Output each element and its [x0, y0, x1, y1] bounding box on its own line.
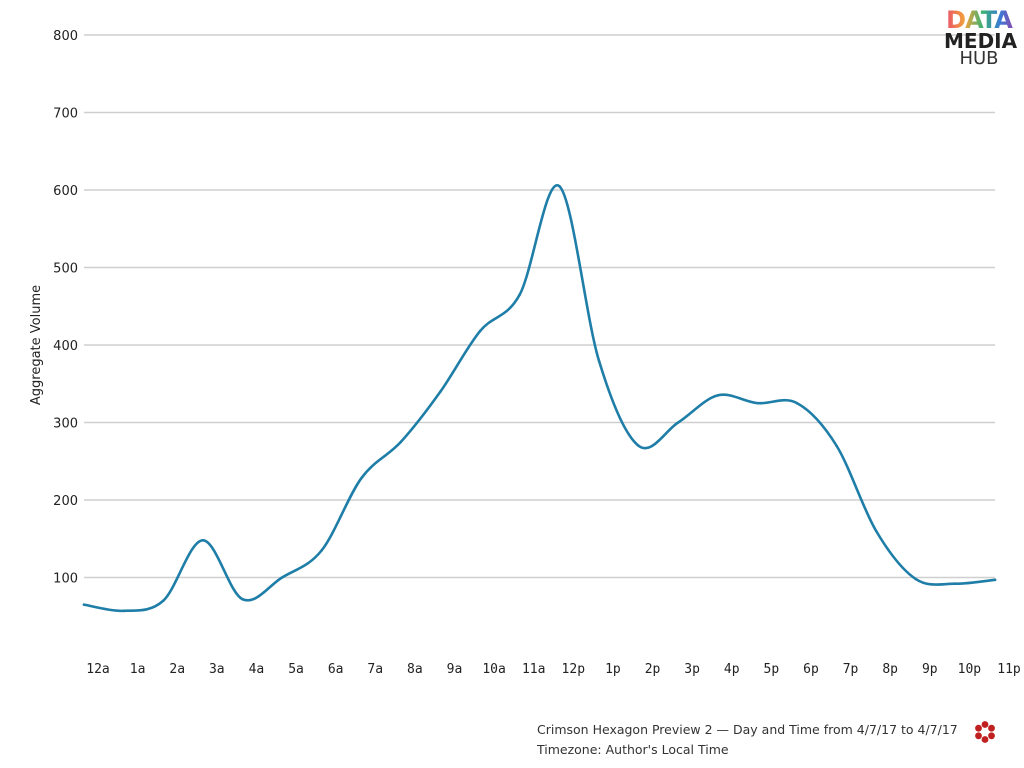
data-point-3p — [676, 421, 680, 424]
data-point-4a — [241, 597, 244, 601]
x-tick-label-8a: 8a — [407, 662, 423, 677]
data-point-10p — [954, 582, 957, 585]
y-tick-label-200: 200 — [53, 494, 78, 509]
x-tick-label-4p: 4p — [724, 662, 740, 677]
x-tick-label-6a: 6a — [328, 662, 344, 677]
y-tick-label-700: 700 — [53, 107, 78, 122]
y-axis-ticks: 100 200 300 400 500 600 700 800 — [53, 29, 78, 587]
chart-footer: Crimson Hexagon Preview 2 — Day and Time… — [537, 720, 995, 760]
data-point-6a — [320, 549, 323, 552]
x-tick-label-4a: 4a — [249, 662, 265, 677]
crimson-hexagon-flower-icon — [975, 721, 995, 743]
data-point-7a — [359, 477, 363, 480]
x-tick-label-1a: 1a — [130, 662, 146, 677]
y-tick-label-300: 300 — [53, 417, 78, 432]
data-point-5a — [280, 576, 284, 579]
x-tick-label-12a: 12a — [86, 662, 109, 677]
x-tick-label-9a: 9a — [447, 662, 463, 677]
series-lines — [82, 184, 997, 613]
x-tick-label-2a: 2a — [169, 662, 185, 677]
x-tick-label-8p: 8p — [882, 662, 898, 677]
x-tick-label-9p: 9p — [922, 662, 938, 677]
x-tick-label-6p: 6p — [803, 662, 819, 677]
y-axis-label: Aggregate Volume — [29, 285, 44, 405]
logo-hub-text: HUB — [959, 48, 999, 69]
data-point-12p — [558, 184, 561, 188]
data-point-10a — [478, 329, 482, 333]
data-point-11a — [518, 293, 521, 296]
logo-media-text: MEDIA — [944, 29, 1018, 53]
data-point-12a — [82, 603, 86, 606]
x-tick-label-7a: 7a — [367, 662, 383, 677]
x-tick-label-3p: 3p — [684, 662, 700, 677]
y-tick-label-500: 500 — [53, 262, 78, 277]
y-tick-label-800: 800 — [53, 29, 78, 44]
y-tick-label-400: 400 — [53, 339, 78, 354]
data-point-2a — [161, 599, 165, 603]
logo-data-text: DATA — [944, 8, 1014, 32]
data-point-1a — [122, 609, 125, 613]
y-tick-label-100: 100 — [53, 572, 78, 587]
x-tick-label-12p: 12p — [562, 662, 586, 677]
data-point-9p — [914, 577, 918, 581]
x-tick-label-5p: 5p — [764, 662, 780, 677]
data-point-8a — [399, 440, 403, 444]
x-tick-label-5a: 5a — [288, 662, 304, 677]
data-point-6p — [795, 401, 799, 405]
data-point-7p — [835, 444, 838, 448]
data-point-1p — [597, 359, 601, 362]
x-tick-label-1p: 1p — [605, 662, 621, 677]
x-tick-label-11a: 11a — [522, 662, 545, 677]
data-point-2p — [637, 444, 640, 448]
data-point-3a — [201, 539, 205, 542]
footer-timezone: Timezone: Author's Local Time — [537, 742, 729, 757]
grid-lines — [84, 34, 995, 579]
x-tick-label-11p: 11p — [997, 662, 1021, 677]
x-axis-ticks: 12a 1a 2a 3a 4a 5a 6a 7a 8a 9a 10a 11a 12p 1p 2p 3p 4p 5p… — [86, 662, 1021, 677]
data-point-8p — [874, 529, 878, 533]
x-tick-label-2p: 2p — [645, 662, 661, 677]
x-tick-label-10p: 10p — [958, 662, 982, 677]
y-tick-label-600: 600 — [53, 184, 78, 199]
data-point-11p — [993, 578, 997, 582]
series-line-0 — [82, 184, 997, 613]
data-point-4p — [716, 394, 720, 397]
footer-source: Crimson Hexagon Preview 2 — Day and Time… — [537, 722, 958, 737]
x-tick-label-10a: 10a — [482, 662, 505, 677]
x-tick-label-7p: 7p — [843, 662, 859, 677]
data-point-5p — [756, 401, 759, 405]
data-media-hub-logo: DATA MEDIA HUB — [944, 8, 1018, 74]
data-point-9a — [439, 390, 442, 393]
x-tick-label-3a: 3a — [209, 662, 225, 677]
